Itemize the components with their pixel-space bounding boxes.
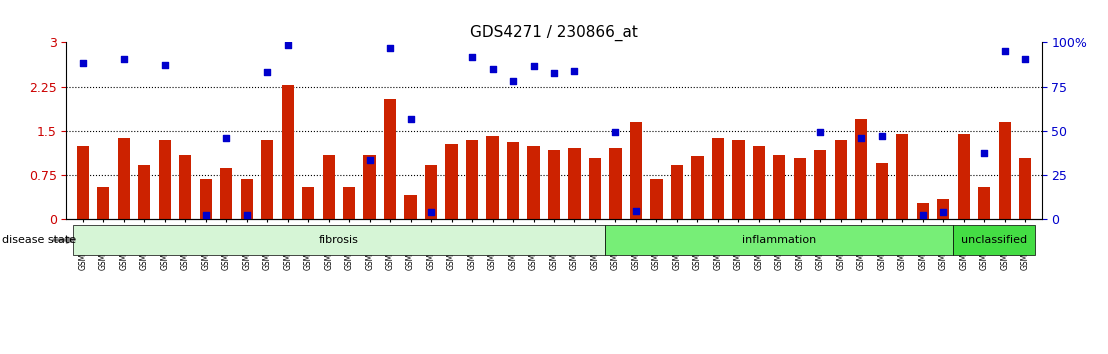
Bar (732, 140, 745, 219)
Bar (670, 165, 683, 219)
Point (545, 70, 563, 76)
Bar (527, 146, 540, 219)
Bar (588, 158, 602, 219)
Bar (711, 138, 724, 219)
Point (852, 135, 870, 141)
Bar (752, 146, 765, 219)
Point (258, 69, 276, 75)
Bar (240, 179, 253, 219)
Bar (957, 134, 970, 219)
Point (402, 116, 420, 122)
Bar (629, 122, 642, 219)
Bar (322, 155, 335, 219)
Point (361, 158, 379, 163)
Bar (773, 155, 786, 219)
Point (565, 68, 583, 74)
Bar (998, 122, 1010, 219)
Bar (76, 146, 89, 219)
Point (238, 212, 256, 218)
Bar (650, 179, 663, 219)
Point (74, 60, 92, 66)
Point (996, 48, 1014, 54)
Point (811, 129, 829, 135)
Bar (425, 165, 438, 219)
Point (914, 212, 932, 218)
Text: inflammation: inflammation (742, 235, 817, 245)
Bar (691, 156, 704, 219)
Bar (384, 98, 397, 219)
Bar (937, 199, 950, 219)
Bar (793, 158, 806, 219)
Bar (609, 148, 622, 219)
Point (606, 129, 624, 135)
Point (504, 78, 522, 84)
Bar (486, 136, 499, 219)
Bar (302, 187, 315, 219)
Text: disease state: disease state (2, 235, 76, 245)
Point (627, 208, 645, 213)
Point (463, 55, 481, 60)
Bar (98, 187, 110, 219)
Text: unclassified: unclassified (962, 235, 1027, 245)
Point (525, 63, 543, 69)
Bar (404, 195, 417, 219)
Bar (506, 142, 520, 219)
Point (381, 46, 399, 51)
Title: GDS4271 / 230866_at: GDS4271 / 230866_at (470, 25, 638, 41)
Bar (445, 144, 458, 219)
Point (197, 212, 215, 218)
Bar (814, 150, 827, 219)
Bar (978, 187, 991, 219)
Bar (363, 155, 376, 219)
Bar (179, 155, 192, 219)
Bar (834, 140, 847, 219)
Bar (158, 140, 171, 219)
Bar (466, 140, 479, 219)
Bar (547, 150, 561, 219)
Bar (916, 203, 929, 219)
Point (934, 210, 952, 215)
Bar (875, 164, 888, 219)
Bar (261, 140, 274, 219)
Bar (117, 138, 130, 219)
Point (873, 133, 891, 138)
Point (156, 62, 174, 68)
Bar (220, 167, 233, 219)
Bar (199, 179, 212, 219)
Point (1016, 56, 1034, 62)
Bar (281, 85, 294, 219)
Point (115, 56, 133, 62)
Bar (896, 134, 909, 219)
Point (217, 135, 235, 141)
Point (484, 66, 502, 72)
Bar (343, 187, 356, 219)
Point (422, 210, 440, 215)
Point (975, 150, 993, 156)
Text: fibrosis: fibrosis (319, 235, 359, 245)
Bar (138, 165, 151, 219)
Bar (568, 148, 581, 219)
Bar (1019, 158, 1032, 219)
Point (279, 42, 297, 48)
Bar (855, 119, 868, 219)
